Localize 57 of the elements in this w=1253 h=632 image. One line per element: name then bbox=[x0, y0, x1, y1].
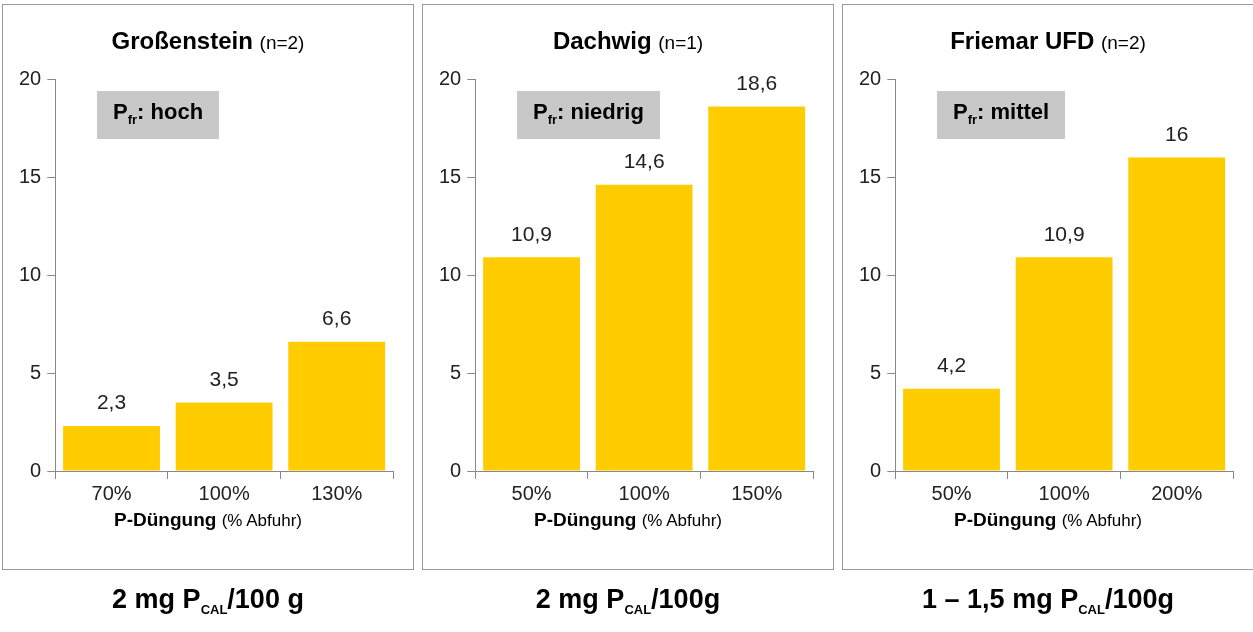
annotation: P$_{fr}$: niedrig bbox=[517, 91, 660, 140]
y-tick-label: 20 bbox=[19, 66, 42, 89]
data-label: 16 bbox=[1165, 121, 1189, 145]
text: 2 mg P$_{CAL}$/100g bbox=[534, 584, 722, 618]
y-tick-label: 15 bbox=[19, 164, 42, 187]
data-label: 6,6 bbox=[322, 305, 352, 329]
bar bbox=[1015, 257, 1113, 471]
x-axis-title: P-Düngung (% Abfuhr) bbox=[114, 509, 302, 530]
y-tick-label: 5 bbox=[450, 360, 462, 383]
chart-subtitle: (n=2) bbox=[259, 32, 305, 53]
y-tick-label: 20 bbox=[439, 66, 462, 89]
y-tick-label: 5 bbox=[30, 360, 42, 383]
y-tick-label: 0 bbox=[450, 458, 462, 481]
x-tick-label: 50% bbox=[931, 481, 972, 504]
chart-subtitle: (n=1) bbox=[658, 32, 704, 53]
data-label: 2,3 bbox=[96, 390, 127, 414]
x-tick-label: 100% bbox=[198, 481, 250, 504]
y-tick-label: 10 bbox=[439, 262, 462, 285]
data-label: 3,5 bbox=[209, 366, 239, 390]
y-tick-label: 10 bbox=[859, 262, 882, 285]
y-tick-label: 0 bbox=[30, 458, 42, 481]
y-tick-label: 0 bbox=[870, 458, 882, 481]
bar bbox=[1128, 157, 1226, 471]
chart-title: Friemar UFD bbox=[950, 27, 1095, 54]
data-label: 10,9 bbox=[511, 221, 552, 245]
bar bbox=[595, 184, 693, 471]
chart-title: Dachwig bbox=[552, 27, 652, 54]
x-tick-label: 130% bbox=[311, 481, 363, 504]
y-tick-label: 20 bbox=[859, 66, 882, 89]
chart-subtitle: (n=2) bbox=[1100, 32, 1146, 53]
annotation: P$_{fr}$: hoch bbox=[97, 91, 220, 140]
data-label: 10,9 bbox=[1043, 221, 1085, 245]
y-tick-label: 5 bbox=[870, 360, 882, 383]
bar bbox=[903, 388, 1000, 471]
bar bbox=[483, 257, 580, 471]
y-tick-label: 15 bbox=[859, 164, 882, 187]
bar bbox=[708, 106, 806, 471]
text: 1 – 1,5 mg P$_{CAL}$/100g bbox=[921, 584, 1175, 618]
x-tick-label: 200% bbox=[1151, 481, 1203, 504]
annotation: P$_{fr}$: mittel bbox=[937, 91, 1066, 140]
chart-title: Großenstein bbox=[111, 27, 253, 54]
text: 2 mg P$_{CAL}$/100 g bbox=[111, 584, 305, 618]
x-axis-title: P-Düngung (% Abfuhr) bbox=[534, 509, 722, 530]
data-label: 14,6 bbox=[623, 149, 665, 173]
x-tick-label: 70% bbox=[91, 481, 132, 504]
x-tick-label: 50% bbox=[511, 481, 552, 504]
bar bbox=[63, 425, 160, 471]
x-tick-label: 150% bbox=[731, 481, 783, 504]
y-tick-label: 10 bbox=[19, 262, 42, 285]
y-tick-label: 15 bbox=[439, 164, 462, 187]
x-axis-title: P-Düngung (% Abfuhr) bbox=[954, 509, 1142, 530]
x-tick-label: 100% bbox=[1038, 481, 1090, 504]
x-tick-label: 100% bbox=[618, 481, 670, 504]
data-label: 18,6 bbox=[736, 70, 778, 94]
data-label: 4,2 bbox=[936, 352, 967, 376]
bar bbox=[288, 341, 386, 471]
bar bbox=[175, 402, 273, 471]
